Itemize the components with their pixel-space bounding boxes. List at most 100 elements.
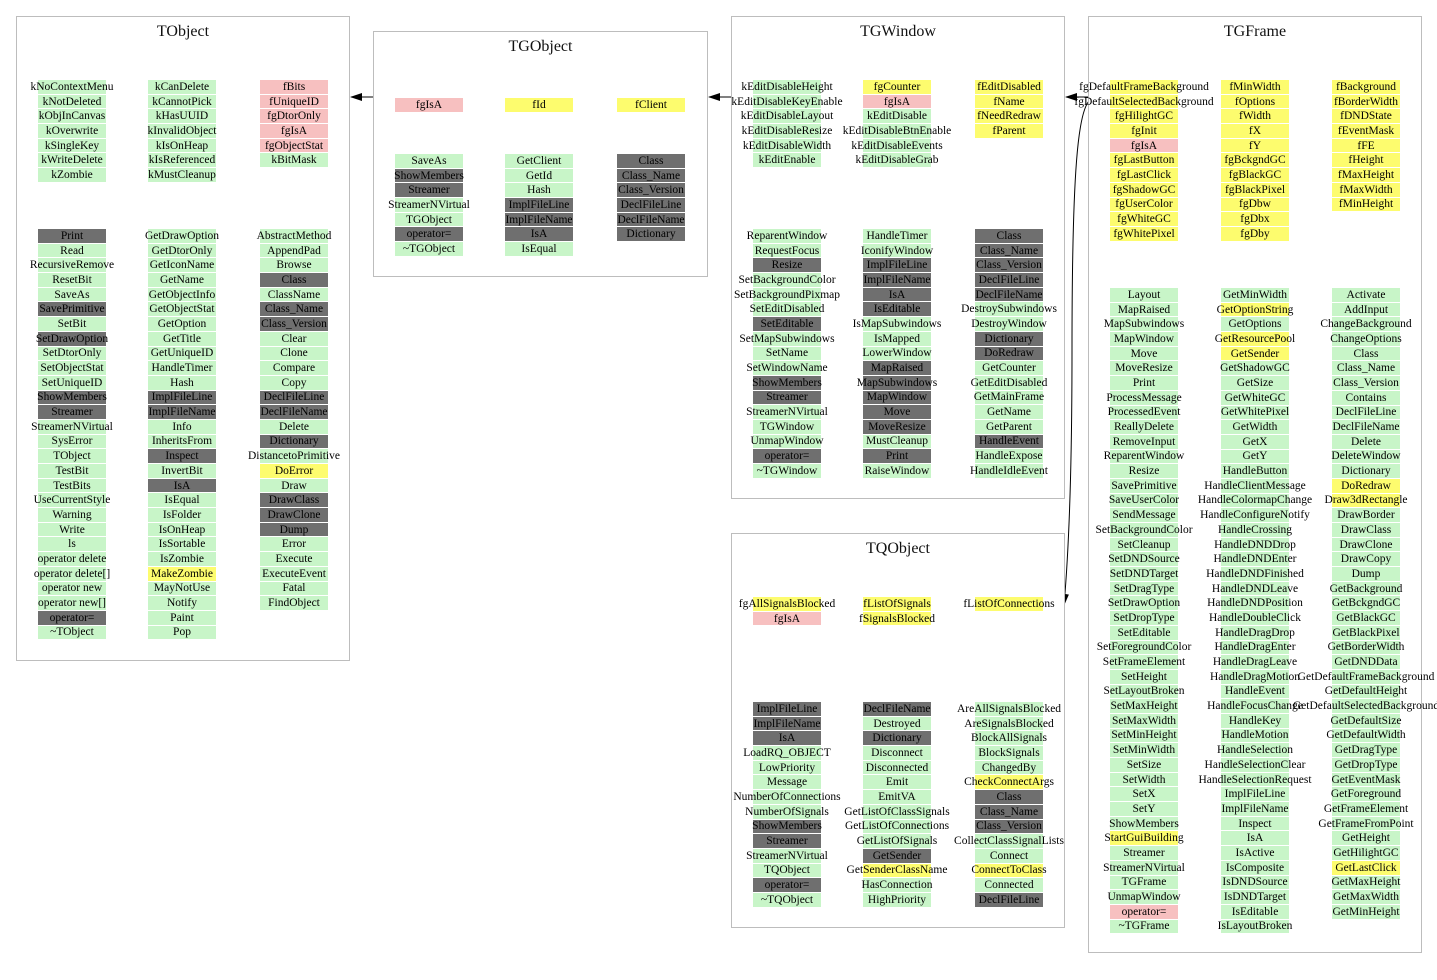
member-item: ShowMembers [731, 819, 843, 835]
member-item: ImplFileName [483, 212, 595, 228]
member-label: Streamer [766, 835, 808, 848]
member-item: ChangedBy [953, 760, 1065, 776]
member-item: Streamer [731, 834, 843, 849]
member-label: GetWhitePixel [1220, 406, 1290, 419]
member-label: Destroyed [873, 717, 921, 730]
member-label: HandleTimer [866, 229, 928, 242]
member-item: IsComposite [1199, 860, 1311, 876]
member-label: kEditDisableEvents [851, 139, 943, 152]
member-item: kEditDisableWidth [731, 138, 843, 154]
member-label: Emit [885, 776, 909, 789]
member-item: SetDrawOption [1088, 596, 1200, 611]
member-item: SetObjectStat [16, 361, 128, 376]
member-label: kObjInCanvas [38, 110, 106, 123]
member-item: GetForeground [1310, 787, 1422, 802]
member-label: IsA [888, 288, 906, 301]
member-item: Delete [238, 419, 350, 435]
member-label: Move [1130, 347, 1158, 360]
member-item: Streamer [16, 405, 128, 420]
member-label: GetDefaultHeight [1324, 685, 1408, 698]
member-item: IconifyWindow [841, 243, 953, 259]
member-item: fgBckgndGC [1199, 153, 1311, 168]
member-label: HandleDNDEnter [1213, 553, 1297, 566]
member-label: GetLastClick [1335, 861, 1397, 874]
member-label: IsA [173, 479, 191, 492]
member-item: DeclFileName [595, 212, 707, 228]
member-label: SetLayoutBroken [1103, 685, 1185, 698]
member-label: fId [532, 98, 546, 111]
member-item: LowerWindow [841, 346, 953, 362]
member-label: fWidth [1238, 110, 1272, 123]
member-item: SetBackgroundColor [1088, 523, 1200, 538]
member-item: SavePrimitive [16, 302, 128, 317]
member-item: DeleteWindow [1310, 449, 1422, 465]
member-item: DeclFileName [953, 287, 1065, 303]
member-item: kEditDisableKeyEnable [731, 94, 843, 110]
member-label: SetMinWidth [1112, 744, 1176, 757]
member-label: fgIsA [1130, 139, 1158, 152]
member-label: DeclFileLine [620, 198, 682, 211]
member-item: ImplFileName [841, 273, 953, 288]
member-item: fFE [1310, 138, 1422, 154]
member-item: GetObjectInfo [126, 287, 238, 303]
tgwindow-group-0-column-2: fEditDisabled fName fNeedRedraw fParent [953, 80, 1065, 139]
member-label: Paint [170, 611, 194, 624]
member-item: GetShadowGC [1199, 361, 1311, 376]
member-label: Message [766, 776, 808, 789]
member-label: ImplFileLine [508, 198, 570, 211]
tgwindow-group-0-column-0: kEditDisableHeight kEditDisableKeyEnable k… [731, 80, 843, 168]
member-item: fX [1199, 124, 1311, 139]
member-item: Class_Name [238, 302, 350, 317]
member-label: GetMaxWidth [1333, 891, 1399, 904]
member-label: IsEditable [1231, 905, 1279, 918]
member-item: HandleDragDrop [1199, 625, 1311, 641]
member-item: SaveAs [373, 154, 485, 169]
member-label: Dump [1351, 567, 1381, 580]
tobject-group-0-column-1: kCanDelete kCannotPick kHasUUID kInvalidObj… [126, 80, 238, 183]
tgframe-group-1-column-0: Layout MapRaised MapSubwindows MapWindow Mov… [1088, 288, 1200, 934]
member-item: HandleExpose [953, 449, 1065, 464]
member-item: fEditDisabled [953, 80, 1065, 95]
member-label: Inspect [1238, 817, 1272, 830]
member-item: InheritsFrom [126, 434, 238, 450]
member-item: ImplFileLine [731, 702, 843, 717]
member-label: ConnectToClass [971, 864, 1047, 877]
member-label: LoadRQ_OBJECT [743, 746, 831, 759]
member-label: Clear [281, 332, 307, 345]
member-label: InvertBit [161, 464, 203, 477]
member-item: StartGuiBuilding [1088, 831, 1200, 846]
member-label: RequestFocus [754, 244, 820, 257]
member-item: fId [483, 98, 595, 113]
member-label: HandleConfigureNotify [1200, 509, 1310, 522]
member-label: SetMaxHeight [1110, 700, 1178, 713]
member-item: kObjInCanvas [16, 109, 128, 124]
member-label: StreamerNVirtual [388, 198, 470, 211]
member-label: GetDefaultSelectedBackground [1292, 700, 1437, 713]
member-item: DistancetoPrimitive [238, 449, 350, 464]
member-label: operator= [764, 450, 810, 463]
member-item: Paint [126, 610, 238, 626]
member-label: SetUniqueID [41, 376, 103, 389]
member-item: fgUserColor [1088, 197, 1200, 213]
member-item: GetCounter [953, 361, 1065, 376]
member-label: GetFrameFromPoint [1318, 817, 1414, 830]
member-label: AppendPad [267, 244, 321, 257]
member-item: HandleButton [1199, 464, 1311, 479]
member-item: GetDragType [1310, 743, 1422, 758]
member-item: fListOfSignals [841, 597, 953, 612]
member-item: ~TQObject [731, 892, 843, 908]
member-item: ShowMembers [373, 168, 485, 184]
tgobject-group-1-column-0: SaveAs ShowMembers Streamer StreamerNVirtua… [373, 154, 485, 257]
member-label: fMaxWidth [1339, 183, 1393, 196]
member-item: SetDtorOnly [16, 346, 128, 362]
member-label: fSignalsBlocked [858, 612, 936, 625]
member-item: fgIsA [731, 611, 843, 627]
member-label: SetSize [1126, 758, 1162, 771]
member-item: fHeight [1310, 153, 1422, 168]
member-item: Disconnect [841, 746, 953, 761]
member-item: Class_Name [953, 243, 1065, 259]
member-label: kIsOnHeap [155, 139, 209, 152]
member-item: Print [841, 449, 953, 464]
member-item: HandleEvent [1199, 684, 1311, 700]
member-label: GetOptions [1228, 318, 1282, 331]
